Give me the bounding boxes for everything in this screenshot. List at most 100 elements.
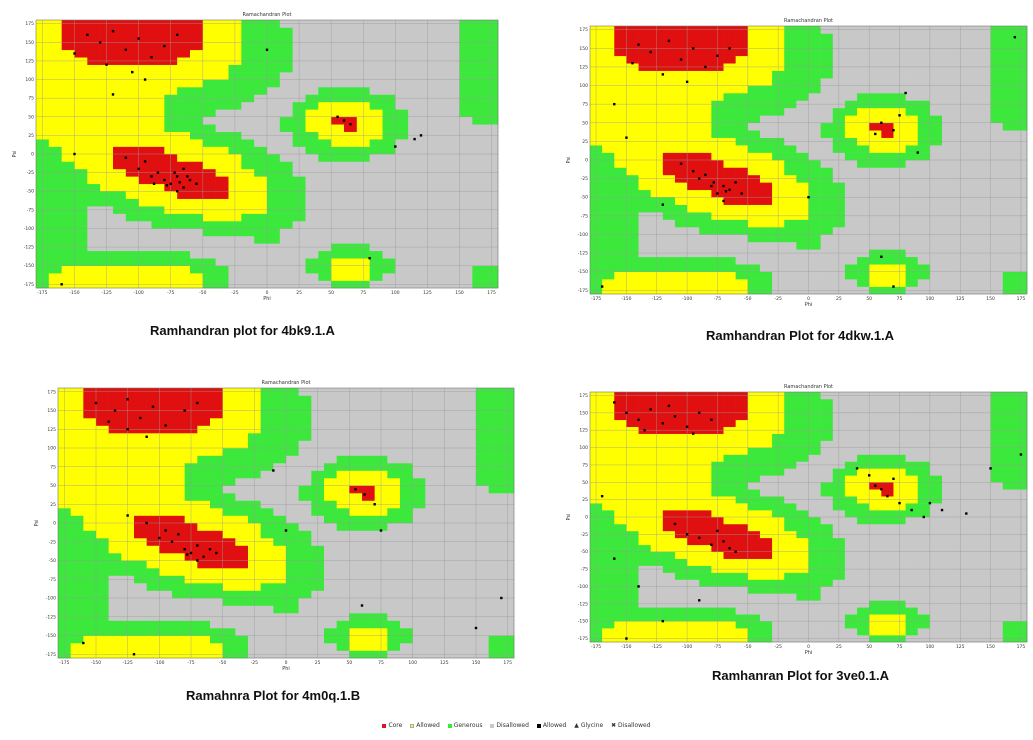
disallowed-cell (472, 161, 486, 170)
disallowed-cell (177, 228, 191, 237)
generous-cell (74, 198, 88, 207)
allowed-cell (699, 145, 712, 153)
generous-cell (1002, 70, 1016, 79)
generous-cell (387, 643, 401, 651)
disallowed-cell (869, 234, 882, 243)
allowed-cell (210, 440, 223, 449)
generous-cell (820, 48, 834, 57)
generous-cell (395, 124, 409, 132)
disallowed-cell (408, 34, 422, 43)
y-tick-label: -25 (581, 176, 588, 182)
data-point (164, 424, 167, 427)
generous-cell (820, 419, 834, 428)
allowed-cell (125, 124, 139, 132)
core-cell (138, 154, 152, 162)
disallowed-cell (336, 395, 350, 404)
generous-cell (784, 447, 797, 455)
core-cell (662, 167, 676, 176)
disallowed-cell (450, 440, 464, 449)
generous-cell (476, 433, 489, 441)
disallowed-cell (820, 614, 834, 622)
generous-cell (215, 221, 229, 229)
disallowed-cell (387, 598, 401, 606)
data-point (173, 171, 176, 174)
allowed-cell (260, 545, 274, 554)
data-point (145, 435, 148, 438)
disallowed-cell (820, 517, 834, 525)
allowed-cell (202, 64, 216, 73)
core-cell (723, 551, 736, 559)
allowed-cell (638, 279, 651, 287)
disallowed-cell (784, 264, 797, 272)
generous-cell (459, 87, 473, 95)
disallowed-cell (459, 183, 473, 192)
disallowed-cell (857, 85, 870, 94)
disallowed-cell (905, 227, 919, 235)
generous-cell (369, 250, 383, 259)
generous-cell (808, 40, 821, 49)
core-cell (674, 152, 688, 161)
disallowed-cell (395, 87, 409, 95)
disallowed-cell (425, 628, 439, 636)
disallowed-cell (324, 598, 337, 606)
disallowed-cell (382, 64, 396, 73)
disallowed-cell (87, 235, 101, 244)
allowed-cell (151, 116, 165, 125)
allowed-cell (369, 109, 383, 118)
allowed-cell (796, 551, 809, 559)
core-cell (687, 398, 700, 407)
disallowed-cell (318, 235, 332, 244)
allowed-cell (626, 167, 639, 176)
allowed-cell (723, 621, 736, 629)
allowed-cell (197, 440, 211, 449)
allowed-cell (254, 183, 268, 192)
disallowed-cell (190, 250, 204, 259)
disallowed-cell (463, 598, 477, 606)
disallowed-cell (1002, 130, 1016, 138)
allowed-cell (674, 130, 688, 138)
generous-cell (146, 568, 160, 576)
allowed-cell (215, 49, 229, 58)
generous-cell (369, 265, 383, 274)
allowed-cell (172, 635, 185, 644)
disallowed-cell (929, 93, 943, 101)
core-cell (134, 418, 147, 426)
disallowed-cell (759, 593, 773, 601)
core-cell (674, 48, 688, 57)
disallowed-cell (638, 579, 651, 587)
allowed-cell (202, 34, 216, 43)
allowed-cell (747, 48, 761, 57)
allowed-cell (735, 152, 749, 161)
core-cell (723, 167, 736, 176)
core-cell (61, 42, 75, 51)
disallowed-cell (488, 628, 502, 636)
allowed-cell (138, 72, 152, 80)
disallowed-cell (318, 176, 332, 185)
disallowed-cell (844, 40, 858, 49)
disallowed-cell (869, 219, 882, 228)
disallowed-cell (134, 598, 147, 606)
disallowed-cell (408, 49, 422, 58)
disallowed-cell (450, 545, 464, 554)
x-tick-label: -125 (101, 290, 111, 296)
disallowed-cell (433, 139, 447, 147)
allowed-cell (48, 79, 62, 88)
allowed-cell (747, 33, 761, 42)
disallowed-cell (820, 241, 834, 250)
generous-cell (488, 478, 502, 486)
generous-cell (215, 273, 229, 281)
generous-cell (857, 271, 870, 280)
disallowed-cell (857, 70, 870, 79)
disallowed-cell (446, 213, 460, 222)
allowed-cell (138, 64, 152, 73)
allowed-cell (83, 440, 97, 449)
generous-cell (279, 221, 293, 229)
core-cell (222, 560, 236, 569)
disallowed-cell (796, 145, 809, 153)
allowed-cell (61, 72, 75, 80)
disallowed-cell (942, 204, 955, 213)
data-point (880, 121, 883, 124)
disallowed-cell (425, 410, 439, 419)
data-point (724, 190, 728, 193)
generous-cell (222, 455, 236, 464)
